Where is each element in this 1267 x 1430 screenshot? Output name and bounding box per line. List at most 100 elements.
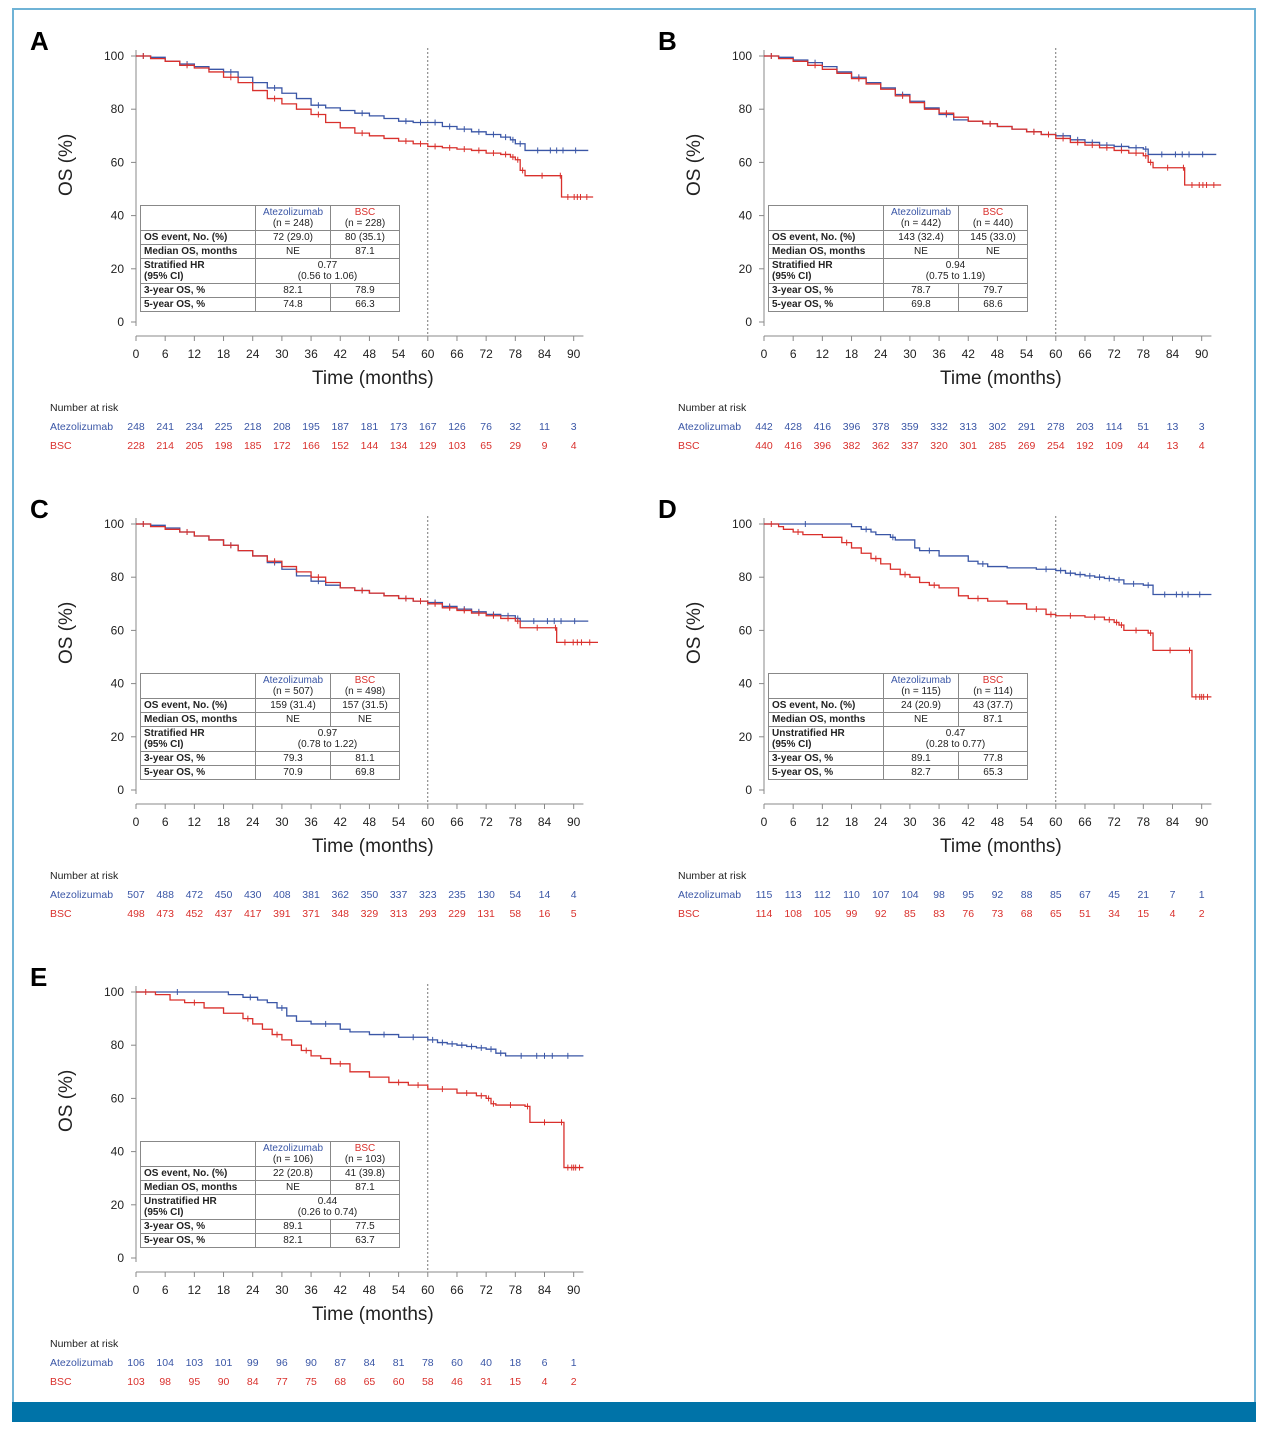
bsc-value: 87.1 (330, 1179, 400, 1195)
risk-value: 81 (392, 1357, 405, 1369)
risk-value: 6 (541, 1357, 548, 1369)
risk-value: 192 (1076, 440, 1094, 452)
risk-value: 416 (813, 421, 832, 433)
risk-value: 85 (1049, 889, 1062, 901)
panel-letter: E (30, 962, 48, 992)
bsc-value: 145 (33.0) (958, 229, 1028, 245)
x-tick-label: 84 (1166, 815, 1180, 829)
risk-value: 337 (389, 889, 408, 901)
risk-value: 254 (1047, 440, 1065, 452)
y-tick-label: 60 (739, 155, 753, 169)
x-tick-label: 54 (392, 347, 406, 361)
x-tick-label: 0 (133, 1283, 140, 1297)
hr-row-label: Unstratified HR (95% CI) (140, 1193, 256, 1220)
x-tick-label: 60 (421, 347, 435, 361)
row-label: 5-year OS, % (140, 296, 256, 312)
risk-value: 60 (451, 1357, 463, 1369)
hazard-ratio-row: Unstratified HR (95% CI) 0.47 (0.28 to 0.77… (768, 725, 1028, 752)
number-at-risk: Number at risk Atezolizumab 442 428 416 396 37… (678, 402, 1205, 459)
hr-label: Stratified HR (772, 259, 833, 271)
risk-value: 5 (570, 908, 577, 920)
bsc-value: 68.6 (958, 296, 1028, 312)
risk-row-label: BSC (678, 440, 700, 452)
bsc-label: BSC (982, 674, 1004, 686)
risk-value: 218 (243, 421, 262, 433)
x-tick-label: 0 (133, 347, 140, 361)
x-tick-label: 6 (162, 347, 169, 361)
atezolizumab-label: Atezolizumab (262, 1142, 324, 1154)
stats-table: Atezolizumab (n = 442) BSC (n = 440) OS even… (768, 204, 1028, 312)
os-event-row: OS event, No. (%) 143 (32.4) 145 (33.0) (768, 229, 1028, 245)
row-label: 3-year OS, % (140, 1218, 256, 1234)
risk-value: 31 (480, 1376, 492, 1388)
x-tick-label: 12 (188, 815, 202, 829)
number-at-risk-title: Number at risk (50, 402, 119, 414)
x-tick-label: 6 (790, 347, 797, 361)
bsc-label: BSC (354, 1142, 376, 1154)
x-tick-label: 6 (162, 1283, 169, 1297)
row-label: Median OS, months (140, 711, 256, 727)
x-tick-label: 24 (874, 347, 888, 361)
risk-value: 84 (363, 1357, 376, 1369)
x-tick-label: 72 (1107, 347, 1121, 361)
risk-value: 323 (419, 889, 437, 901)
bsc-value: 69.8 (330, 764, 400, 780)
x-tick-label: 78 (1137, 347, 1151, 361)
risk-value: 78 (421, 1357, 434, 1369)
stats-header-row: Atezolizumab (n = 248) BSC (n = 228) (140, 204, 400, 231)
risk-value: 115 (755, 889, 773, 901)
atezolizumab-value: 82.1 (255, 282, 331, 298)
risk-value: 391 (273, 908, 291, 920)
risk-value: 473 (156, 908, 174, 920)
x-tick-label: 54 (1020, 815, 1034, 829)
risk-value: 95 (188, 1376, 201, 1388)
y-tick-label: 80 (111, 102, 125, 116)
risk-value: 68 (1020, 908, 1033, 920)
atezolizumab-header: Atezolizumab (n = 507) (255, 672, 331, 699)
atezolizumab-curve (136, 55, 589, 152)
x-tick-label: 30 (275, 1283, 289, 1297)
y-axis-label: OS (%) (684, 601, 705, 664)
atezolizumab-n: (n = 507) (272, 685, 314, 697)
atezolizumab-risk-row: Atezolizumab 442 428 416 396 378 359 332 313 302 2… (678, 421, 1205, 440)
x-tick-label: 78 (1137, 815, 1151, 829)
km-plot: 0 20 40 60 80 100 0 6 12 18 24 30 36 42 48 54 60 66 72 78 84… (732, 516, 1212, 829)
risk-value: 381 (302, 889, 320, 901)
risk-value: 337 (901, 440, 919, 452)
x-tick-label: 60 (421, 1283, 435, 1297)
risk-row-label: BSC (50, 1376, 72, 1388)
blank-cell (140, 672, 256, 699)
x-tick-label: 66 (450, 1283, 464, 1297)
five-year-os-row: 5-year OS, % 82.7 65.3 (768, 764, 1028, 780)
hr-row-label: Stratified HR (95% CI) (140, 257, 256, 284)
bsc-value: 79.7 (958, 282, 1028, 298)
risk-value: 88 (1020, 889, 1033, 901)
risk-value: 152 (331, 440, 350, 452)
risk-value: 285 (988, 440, 1007, 452)
x-tick-label: 90 (1195, 347, 1209, 361)
risk-value: 313 (959, 421, 978, 433)
median-os-row: Median OS, months NE 87.1 (140, 1179, 400, 1195)
hr-ci: (0.75 to 1.19) (925, 270, 986, 282)
bsc-n: (n = 103) (344, 1153, 386, 1165)
risk-value: 396 (842, 421, 861, 433)
risk-value: 16 (538, 908, 551, 920)
bsc-n: (n = 114) (973, 685, 1013, 697)
three-year-os-row: 3-year OS, % 89.1 77.5 (140, 1218, 400, 1234)
risk-value: 40 (480, 1357, 492, 1369)
risk-value: 195 (302, 421, 320, 433)
risk-value: 442 (755, 421, 773, 433)
risk-value: 362 (871, 440, 890, 452)
bsc-risk-row: BSC 498 473 452 437 417 391 371 348 329 313 293 229 1… (50, 908, 577, 927)
atezolizumab-label: Atezolizumab (890, 674, 952, 686)
risk-value: 46 (451, 1376, 463, 1388)
x-tick-label: 66 (1078, 347, 1092, 361)
atezolizumab-value: 72 (29.0) (255, 229, 331, 245)
row-label: 5-year OS, % (140, 1232, 256, 1248)
risk-value: 51 (1079, 908, 1091, 920)
ci-label: (95% CI) (144, 738, 184, 750)
risk-value: 11 (539, 421, 550, 433)
x-tick-label: 42 (334, 815, 348, 829)
atezolizumab-curve (764, 523, 1212, 596)
risk-value: 302 (988, 421, 1007, 433)
